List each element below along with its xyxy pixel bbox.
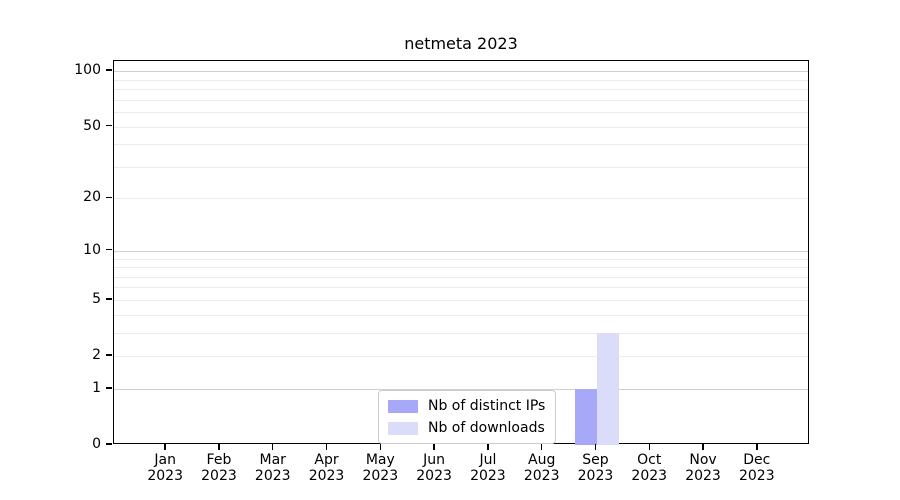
y-tick-mark <box>106 124 112 127</box>
x-tick-label: Sep 2023 <box>563 452 627 484</box>
x-tick-year: 2023 <box>201 468 237 484</box>
x-tick-year: 2023 <box>362 468 399 484</box>
legend-label-distinct-ips: Nb of distinct IPs <box>428 398 546 414</box>
x-tick-mark <box>164 444 166 450</box>
gridline-minor <box>114 79 808 81</box>
y-tick-mark <box>106 354 112 356</box>
x-tick-year: 2023 <box>470 468 506 484</box>
x-tick-month: Jun <box>423 452 446 468</box>
x-tick-label: Apr 2023 <box>295 452 359 484</box>
plot-area: Nb of distinct IPs Nb of downloads <box>113 60 809 445</box>
gridline-minor <box>114 258 808 260</box>
x-tick-mark <box>379 444 381 450</box>
legend-swatch-downloads <box>388 421 418 435</box>
y-tick-mark <box>106 249 112 251</box>
x-tick-mark <box>433 444 435 450</box>
gridline-minor <box>114 99 808 101</box>
x-tick-year: 2023 <box>308 468 345 484</box>
gridline-minor <box>114 166 808 168</box>
gridline-major <box>114 250 808 252</box>
x-tick-month: Feb <box>206 452 232 468</box>
gridline-minor <box>114 287 808 289</box>
y-tick-label: 2 <box>92 347 101 363</box>
gridline-major <box>114 71 808 73</box>
x-tick-label: Mar 2023 <box>241 452 305 484</box>
x-tick-year: 2023 <box>147 468 183 484</box>
legend-item-downloads: Nb of downloads <box>388 420 545 436</box>
x-tick-label: Jan 2023 <box>133 452 197 484</box>
x-tick-month: Oct <box>637 452 662 468</box>
gridline-minor <box>114 356 808 357</box>
x-tick-month: Apr <box>314 452 339 468</box>
legend-swatch-distinct-ips <box>388 399 418 413</box>
x-tick-label: Jul 2023 <box>456 452 520 484</box>
x-tick-mark <box>487 444 489 450</box>
y-tick-label: 0 <box>92 436 101 452</box>
x-tick-mark <box>272 444 274 450</box>
x-tick-mark <box>540 444 543 450</box>
gridline-minor <box>114 299 808 301</box>
x-tick-month: Sep <box>582 452 609 468</box>
x-tick-year: 2023 <box>254 468 291 484</box>
x-tick-month: Nov <box>689 452 717 468</box>
x-tick-year: 2023 <box>738 468 775 484</box>
y-tick-label: 20 <box>83 189 101 206</box>
x-tick-mark <box>218 444 220 450</box>
y-tick-label: 50 <box>83 117 101 134</box>
x-tick-mark <box>756 444 758 450</box>
gridline-minor <box>114 144 808 146</box>
x-tick-year: 2023 <box>523 468 560 484</box>
y-tick-mark <box>106 387 112 389</box>
x-tick-mark <box>702 444 704 450</box>
y-tick-label: 100 <box>74 62 101 79</box>
x-tick-label: May 2023 <box>348 452 412 484</box>
x-tick-label: Jun 2023 <box>402 452 466 484</box>
y-tick-label: 10 <box>83 241 101 258</box>
x-tick-year: 2023 <box>577 468 614 484</box>
y-tick-mark <box>106 196 112 199</box>
bar-distinct-ips <box>574 388 597 445</box>
x-tick-label: Feb 2023 <box>187 452 251 484</box>
bar-downloads <box>596 332 619 445</box>
gridline-minor <box>114 126 808 128</box>
x-tick-mark <box>648 444 650 450</box>
x-tick-label: Dec 2023 <box>725 452 789 484</box>
x-tick-label: Oct 2023 <box>617 452 681 484</box>
x-tick-mark <box>594 444 597 450</box>
y-tick-label: 5 <box>92 290 101 307</box>
x-tick-month: Dec <box>743 452 771 468</box>
x-tick-label: Aug 2023 <box>510 452 574 484</box>
legend-label-downloads: Nb of downloads <box>428 420 545 436</box>
y-tick-label: 1 <box>92 379 101 396</box>
x-tick-year: 2023 <box>685 468 721 484</box>
gridline-minor <box>114 314 808 316</box>
y-tick-mark <box>106 298 112 300</box>
legend: Nb of distinct IPs Nb of downloads <box>378 390 557 444</box>
x-tick-month: Aug <box>528 452 556 468</box>
gridline-minor <box>114 267 808 268</box>
x-tick-year: 2023 <box>631 468 668 484</box>
y-tick-mark <box>106 69 112 71</box>
x-tick-month: Mar <box>259 452 286 468</box>
legend-item-distinct-ips: Nb of distinct IPs <box>388 398 545 414</box>
x-tick-month: Jul <box>479 452 497 468</box>
x-tick-label: Nov 2023 <box>671 452 735 484</box>
x-tick-month: Jan <box>154 452 176 468</box>
gridline-minor <box>114 276 808 278</box>
y-tick-mark <box>106 443 112 445</box>
gridline-minor <box>114 332 808 334</box>
gridline-minor <box>114 89 808 90</box>
gridline-minor <box>114 112 808 113</box>
x-tick-year: 2023 <box>416 468 452 484</box>
chart-title: netmeta 2023 <box>404 34 518 53</box>
gridline-major <box>114 388 808 390</box>
x-tick-month: May <box>365 452 395 468</box>
gridline-minor <box>114 198 808 200</box>
x-tick-mark <box>325 444 328 450</box>
